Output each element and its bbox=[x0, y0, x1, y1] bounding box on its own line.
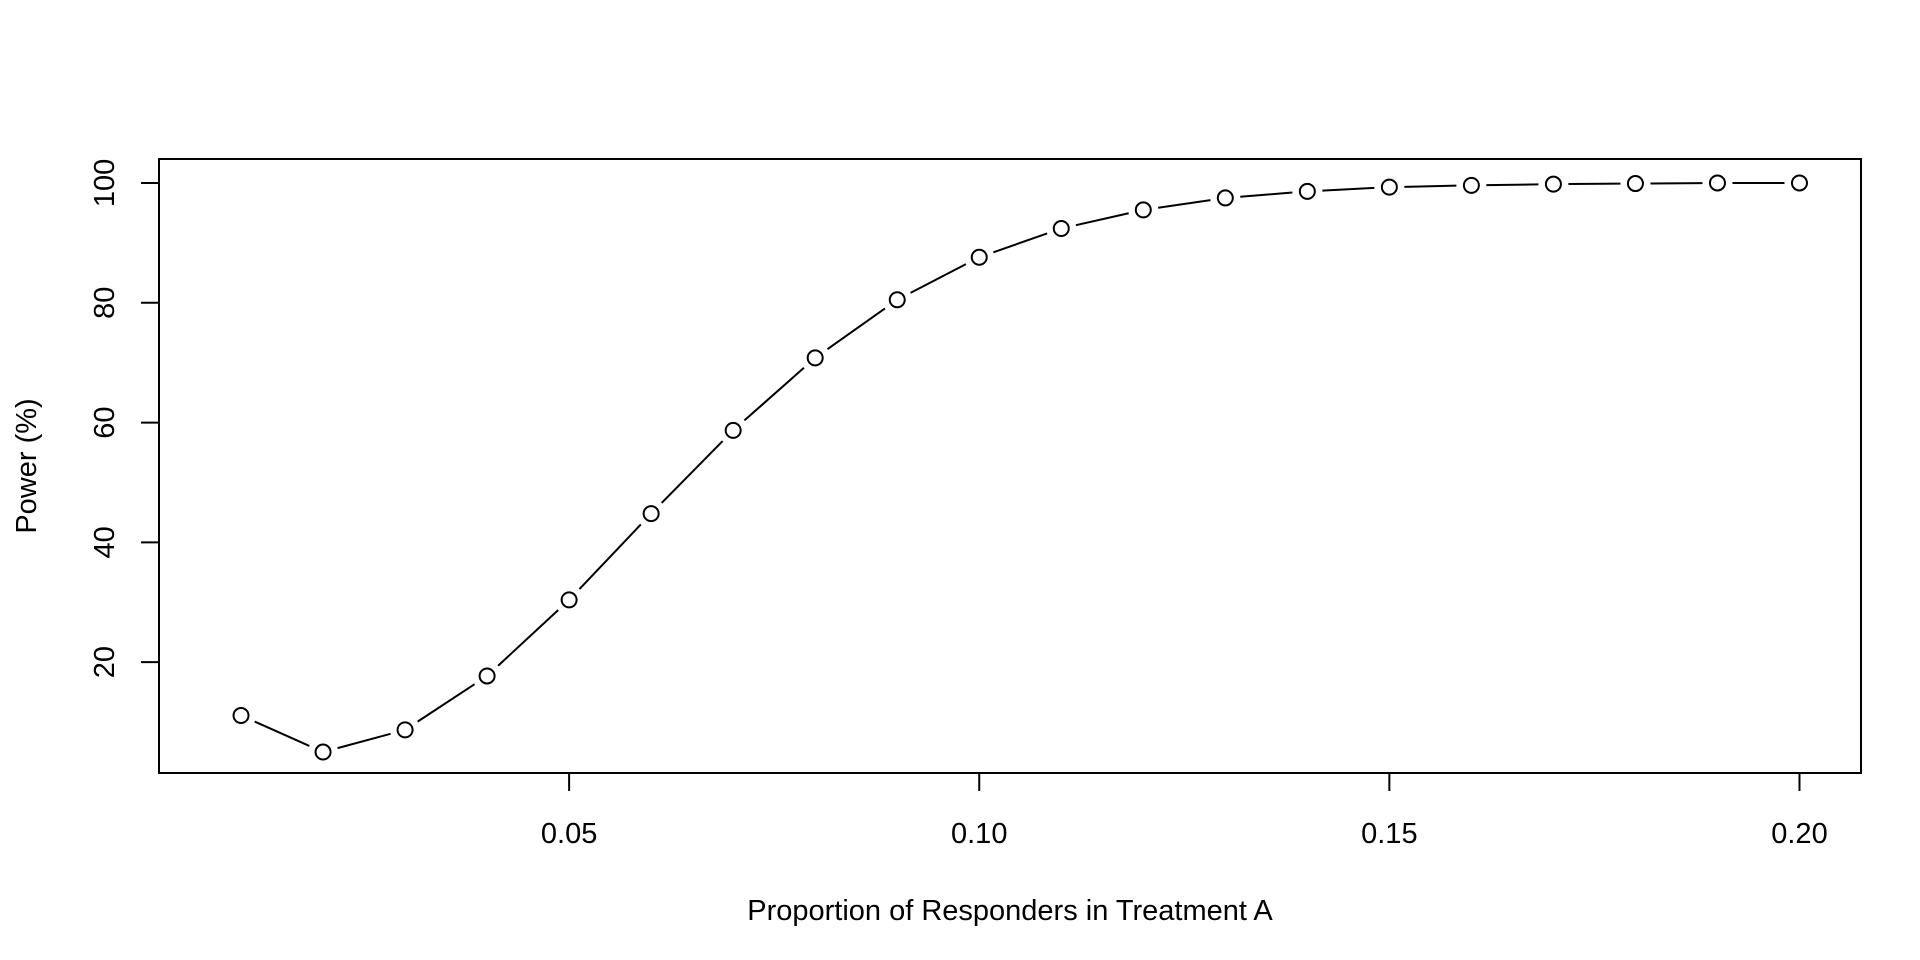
data-point bbox=[1380, 178, 1398, 196]
x-axis-title: Proportion of Responders in Treatment A bbox=[747, 895, 1273, 927]
plot-frame bbox=[158, 158, 1862, 774]
series-line-segment bbox=[578, 523, 642, 590]
series-line-segment bbox=[1486, 183, 1539, 187]
data-point bbox=[396, 721, 414, 739]
x-axis: 0.05 0.10 0.15 0.20 bbox=[541, 773, 1828, 850]
y-tick-label: 100 bbox=[89, 159, 121, 207]
data-point bbox=[1708, 174, 1726, 192]
data-point bbox=[970, 248, 988, 266]
series-line-segment bbox=[993, 232, 1048, 254]
y-axis-title: Power (%) bbox=[11, 398, 43, 533]
series-line-segment bbox=[254, 720, 310, 747]
data-point bbox=[806, 349, 824, 367]
series-line-segment bbox=[497, 609, 559, 667]
y-tick-label: 40 bbox=[89, 526, 121, 558]
data-point bbox=[724, 421, 742, 439]
series-line-segment bbox=[1075, 212, 1129, 227]
series-line-segment bbox=[743, 367, 805, 422]
x-tick-label: 0.10 bbox=[951, 818, 1007, 850]
data-point bbox=[314, 743, 332, 761]
data-point bbox=[1134, 201, 1152, 219]
data-point bbox=[1462, 176, 1480, 194]
data-point bbox=[232, 706, 250, 724]
data-point bbox=[1544, 175, 1562, 193]
data-point bbox=[1790, 174, 1808, 192]
x-tick-label: 0.20 bbox=[1771, 818, 1827, 850]
y-tick-label: 80 bbox=[89, 287, 121, 319]
series-line-segment bbox=[910, 263, 967, 294]
data-point bbox=[1298, 182, 1316, 200]
data-point bbox=[1216, 189, 1234, 207]
x-tick-label: 0.05 bbox=[541, 818, 597, 850]
x-tick-label: 0.15 bbox=[1361, 818, 1417, 850]
data-point bbox=[642, 505, 660, 523]
y-tick-label: 60 bbox=[89, 406, 121, 438]
series-line-segment bbox=[1157, 199, 1211, 209]
data-point bbox=[1626, 175, 1644, 193]
series-line-segment bbox=[1322, 186, 1375, 192]
data-point bbox=[888, 291, 906, 309]
series-line-segment bbox=[417, 683, 476, 723]
series-line-segment bbox=[826, 307, 886, 351]
data-point bbox=[1052, 219, 1070, 237]
series-line-segment bbox=[1404, 184, 1457, 188]
series-layer bbox=[232, 174, 1808, 761]
y-axis: 20 40 60 80 100 bbox=[89, 159, 159, 678]
y-tick-label: 20 bbox=[89, 646, 121, 678]
data-point bbox=[478, 667, 496, 685]
series-line-segment bbox=[660, 440, 724, 504]
data-point bbox=[560, 591, 578, 609]
series-line-segment bbox=[337, 732, 391, 750]
series-line-segment bbox=[1240, 191, 1293, 198]
